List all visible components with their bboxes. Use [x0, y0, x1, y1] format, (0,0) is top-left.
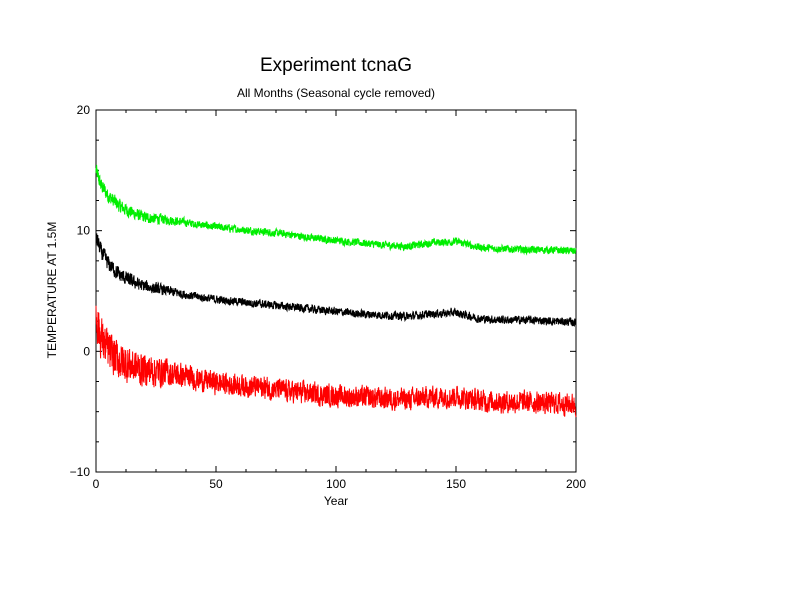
- x-tick-label: 150: [446, 477, 466, 491]
- y-tick-label: 10: [77, 224, 91, 238]
- series-line-3: [95, 305, 577, 418]
- x-tick-label: 0: [93, 477, 100, 491]
- y-tick-label: 0: [83, 344, 90, 358]
- chart-subtitle: All Months (Seasonal cycle removed): [236, 86, 436, 100]
- x-tick-label: 100: [326, 477, 346, 491]
- x-tick-label: 50: [209, 477, 223, 491]
- series-line-1: [95, 164, 577, 256]
- y-tick-label: 20: [77, 103, 91, 117]
- y-tick-label: −10: [70, 465, 91, 479]
- x-axis-label: Year: [323, 494, 349, 508]
- x-tick-label: 200: [566, 477, 586, 491]
- series-line-2: [95, 233, 577, 327]
- chart-title: Experiment tcnaG: [259, 55, 413, 76]
